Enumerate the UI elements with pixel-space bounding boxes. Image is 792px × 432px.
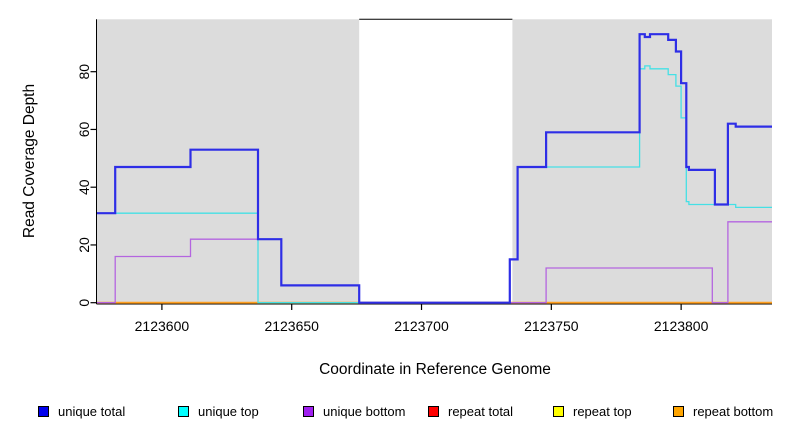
legend-label: repeat bottom	[693, 403, 774, 419]
unique-top-swatch-icon	[178, 405, 189, 417]
repeat-total-swatch-icon	[428, 405, 439, 417]
legend-label: unique total	[58, 403, 126, 419]
series-line-unique-total	[97, 33, 772, 304]
x-tick-label: 2123700	[394, 318, 449, 334]
x-tick-label: 2123800	[654, 318, 709, 334]
y-axis-title: Read Coverage Depth	[21, 83, 38, 239]
y-tick-label: 60	[76, 121, 92, 137]
legend-item-repeat-bottom: repeat bottom	[673, 401, 773, 421]
legend-item-repeat-top: repeat top	[553, 401, 632, 421]
x-tick-label: 2123650	[264, 318, 319, 334]
y-tick-label: 20	[76, 237, 92, 253]
y-tick-label: 40	[76, 179, 92, 195]
repeat-bottom-swatch-icon	[673, 405, 684, 417]
legend-label: unique top	[198, 403, 259, 419]
unique-total-swatch-icon	[38, 405, 49, 417]
legend-item-unique-top: unique top	[178, 401, 259, 421]
repeat-top-swatch-icon	[553, 405, 564, 417]
x-tick-label: 2123750	[524, 318, 579, 334]
legend-item-unique-total: unique total	[38, 401, 125, 421]
legend-label: repeat top	[573, 403, 632, 419]
y-tick-label: 0	[76, 299, 92, 307]
x-tick-label: 2123600	[135, 318, 190, 334]
legend-item-unique-bottom: unique bottom	[303, 401, 405, 421]
legend-label: unique bottom	[323, 403, 406, 419]
legend: unique total unique top unique bottom re…	[0, 401, 792, 421]
y-tick-label: 80	[76, 64, 92, 80]
legend-item-repeat-total: repeat total	[428, 401, 513, 421]
unique-bottom-swatch-icon	[303, 405, 314, 417]
shaded-region	[97, 19, 360, 305]
shaded-region	[512, 19, 772, 305]
x-axis-title: Coordinate in Reference Genome	[319, 361, 551, 378]
legend-label: repeat total	[448, 403, 514, 419]
